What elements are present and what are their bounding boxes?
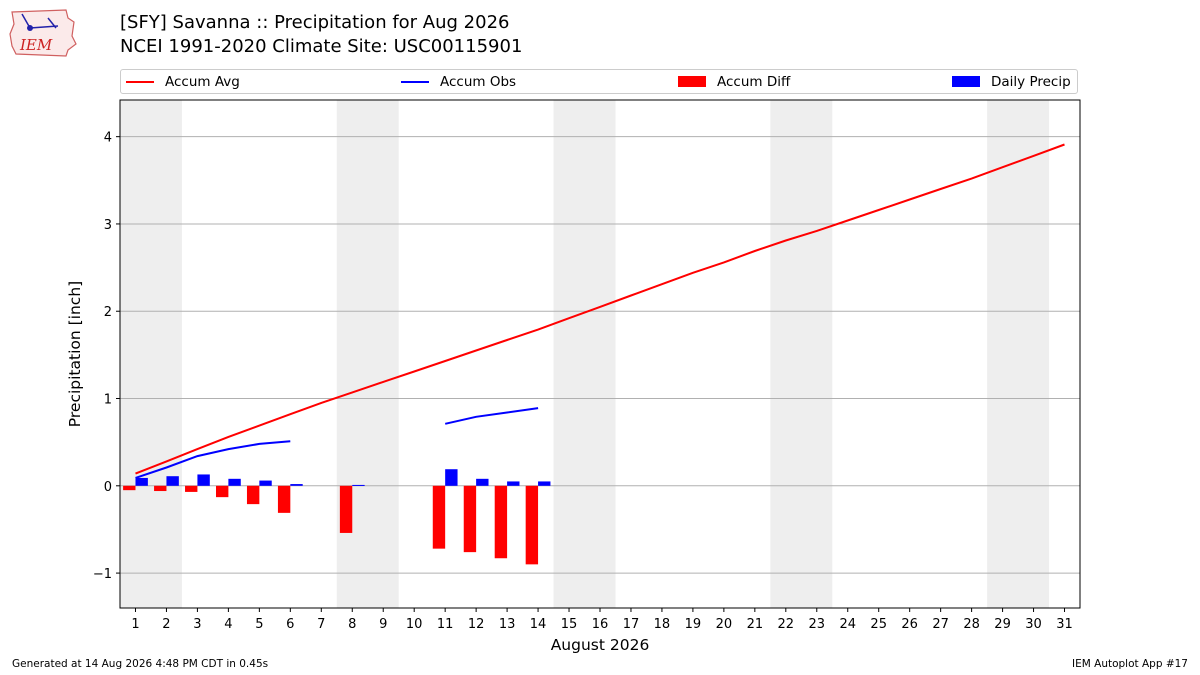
x-tick-label: 6 [286, 617, 294, 632]
daily-precip-bar [290, 484, 303, 486]
legend-swatch-accum-obs [401, 80, 429, 83]
legend-swatch-accum-avg [126, 80, 154, 83]
daily-precip-bar [476, 478, 489, 486]
x-tick-label: 18 [654, 617, 671, 632]
x-tick-label: 7 [317, 617, 325, 632]
x-tick-label: 27 [932, 617, 949, 632]
x-tick-label: 17 [623, 617, 640, 632]
x-tick-label: 3 [193, 617, 201, 632]
weekend-band [120, 100, 182, 608]
legend-item-accum-diff: Accum Diff [678, 70, 790, 93]
legend-swatch-daily-precip [952, 76, 980, 87]
accum-diff-bar [463, 485, 477, 553]
x-tick-label: 22 [778, 617, 795, 632]
daily-precip-bar [445, 469, 458, 486]
chart-subtitle: NCEI 1991-2020 Climate Site: USC00115901 [120, 36, 523, 57]
y-tick-label: 0 [104, 480, 112, 495]
x-tick-label: 25 [870, 617, 887, 632]
x-tick-label: 30 [1025, 617, 1042, 632]
x-tick-label: 9 [379, 617, 387, 632]
x-tick-label: 16 [592, 617, 609, 632]
daily-precip-bar [538, 481, 551, 486]
y-tick-label: 3 [104, 218, 112, 233]
weekend-band [553, 100, 616, 608]
accum-avg-line [135, 143, 1065, 475]
x-tick-label: 10 [406, 617, 423, 632]
accum-diff-bar [154, 485, 167, 492]
accum-diff-bar [185, 485, 198, 492]
accum-diff-bar [123, 485, 136, 491]
x-tick-label: 20 [716, 617, 733, 632]
y-tick-label: 1 [104, 393, 112, 408]
x-tick-label: 11 [437, 617, 454, 632]
x-tick-label: 12 [468, 617, 485, 632]
x-tick-label: 26 [901, 617, 918, 632]
daily-precip-bar [135, 477, 148, 486]
accum-diff-bar [246, 485, 260, 505]
daily-precip-bar [259, 480, 272, 486]
accum-obs-line [135, 407, 539, 479]
x-tick-label: 13 [499, 617, 516, 632]
accum-diff-bar [339, 485, 353, 533]
weekend-band [987, 100, 1050, 608]
x-tick-label: 29 [994, 617, 1011, 632]
y-axis-label: Precipitation [inch] [66, 281, 84, 427]
daily-precip-bar [352, 484, 365, 486]
legend-label-accum-obs: Accum Obs [440, 73, 517, 90]
y-tick-label: 4 [104, 131, 112, 146]
daily-precip-bar [228, 478, 241, 486]
accum-diff-bar [277, 485, 291, 513]
chart-legend: Accum Avg Accum Obs Accum Diff Daily Pre… [120, 69, 1078, 94]
x-tick-label: 14 [530, 617, 547, 632]
y-tick-label: 2 [104, 305, 112, 320]
x-tick-label: 28 [963, 617, 980, 632]
x-tick-label: 8 [348, 617, 356, 632]
x-tick-label: 23 [809, 617, 826, 632]
x-tick-label: 2 [162, 617, 170, 632]
x-tick-label: 31 [1056, 617, 1073, 632]
x-tick-label: 15 [561, 617, 578, 632]
legend-label-accum-avg: Accum Avg [165, 73, 240, 90]
generated-timestamp: Generated at 14 Aug 2026 4:48 PM CDT in … [12, 658, 269, 670]
accum-diff-bar [494, 485, 508, 559]
legend-label-daily-precip: Daily Precip [991, 73, 1071, 90]
x-axis-label: August 2026 [551, 636, 650, 654]
daily-precip-bar [507, 481, 520, 486]
legend-item-daily-precip: Daily Precip [952, 70, 1071, 93]
accum-diff-bar [525, 485, 539, 565]
x-tick-label: 1 [131, 617, 139, 632]
iem-logo: IEM [8, 6, 80, 58]
chart-title: [SFY] Savanna :: Precipitation for Aug 2… [120, 12, 510, 33]
daily-precip-bar [166, 476, 179, 486]
legend-label-accum-diff: Accum Diff [717, 73, 791, 90]
x-tick-label: 5 [255, 617, 263, 632]
x-tick-label: 21 [747, 617, 764, 632]
legend-swatch-accum-diff [678, 76, 706, 87]
y-tick-label: −1 [93, 567, 112, 582]
accum-diff-bar [216, 485, 229, 498]
svg-text:IEM: IEM [19, 36, 53, 54]
legend-item-accum-avg: Accum Avg [126, 70, 240, 93]
x-tick-label: 19 [685, 617, 702, 632]
weekend-band [770, 100, 833, 608]
accum-diff-bar [432, 485, 446, 549]
daily-precip-bar [197, 474, 210, 486]
app-credit: IEM Autoplot App #17 [1072, 658, 1188, 670]
legend-item-accum-obs: Accum Obs [401, 70, 516, 93]
x-tick-label: 24 [839, 617, 856, 632]
x-tick-label: 4 [224, 617, 232, 632]
